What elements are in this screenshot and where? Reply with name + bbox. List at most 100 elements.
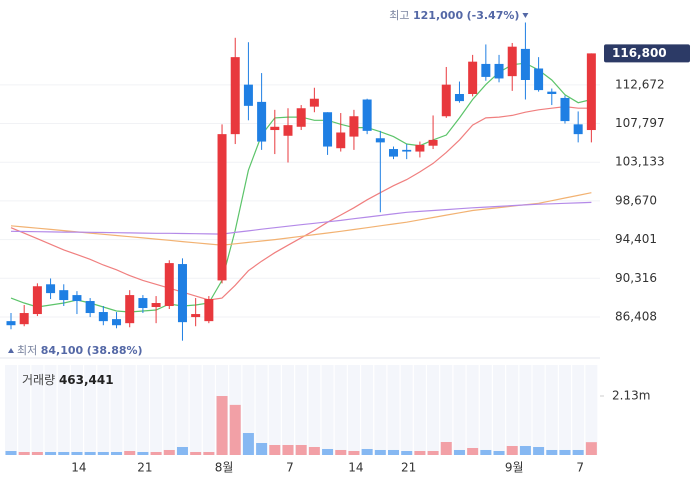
volume-column <box>44 365 57 455</box>
x-tick-label: 21 <box>137 461 152 475</box>
candle-body <box>138 298 148 309</box>
volume-bar <box>308 446 320 455</box>
volume-bar <box>506 446 518 455</box>
volume-bar <box>31 452 43 455</box>
volume-bar <box>190 452 202 455</box>
volume-column <box>150 365 163 455</box>
volume-bar <box>176 446 188 455</box>
volume-bar <box>572 449 584 455</box>
volume-column <box>18 365 31 455</box>
volume-column <box>31 365 44 455</box>
candle-body <box>349 116 359 137</box>
volume-bars <box>5 396 597 455</box>
volume-column <box>202 365 215 455</box>
low-label: 최저 <box>17 344 37 357</box>
x-tick-label: 8월 <box>215 461 234 475</box>
volume-bar <box>585 442 597 455</box>
volume-column <box>334 365 347 455</box>
moving-average-line <box>10 192 592 246</box>
x-tick-label: 7 <box>286 461 294 475</box>
volume-bar <box>97 452 109 455</box>
candle-body <box>375 138 385 143</box>
volume-bar <box>559 449 571 455</box>
volume-bar <box>58 452 70 455</box>
volume-column <box>295 365 308 455</box>
volume-bar <box>467 447 479 455</box>
volume-bar <box>256 443 268 455</box>
volume-column <box>255 365 268 455</box>
volume-column <box>136 365 149 455</box>
y-tick-label: 112,672 <box>615 77 665 91</box>
candle-body <box>112 319 122 326</box>
volume-title: 거래량 <box>22 373 55 387</box>
volume-column <box>361 365 374 455</box>
volume-column <box>427 365 440 455</box>
candle-body <box>323 112 333 147</box>
candle-body <box>32 286 42 315</box>
high-annotation: 최고 121,000 (-3.47%) <box>389 9 519 22</box>
volume-bar <box>533 446 545 455</box>
volume-bar <box>374 449 386 455</box>
volume-column <box>466 365 479 455</box>
volume-column <box>163 365 176 455</box>
y-tick-label: 94,401 <box>615 232 657 246</box>
current-price-tag <box>604 44 690 63</box>
volume-column <box>97 365 110 455</box>
candle-body <box>72 295 82 302</box>
volume-bar <box>440 442 452 455</box>
candle-body <box>336 132 346 149</box>
volume-bar <box>401 451 413 455</box>
volume-bar <box>163 449 175 455</box>
volume-bar <box>427 451 439 455</box>
volume-bar <box>322 448 334 455</box>
candle-body <box>441 84 451 117</box>
volume-tick-label: 2.13m <box>612 389 650 403</box>
x-tick-label: 14 <box>348 461 363 475</box>
moving-average-line <box>10 201 592 235</box>
candle-body <box>6 321 16 326</box>
candle-body <box>85 301 95 314</box>
y-tick-label: 86,408 <box>615 309 657 323</box>
volume-column <box>268 365 281 455</box>
volume-bar <box>335 449 347 455</box>
volume-column <box>532 365 545 455</box>
candle-body <box>230 57 240 135</box>
volume-column <box>242 365 255 455</box>
candle-body <box>46 284 56 294</box>
low-value: 84,100 <box>41 344 84 357</box>
candle-body <box>204 299 214 322</box>
volume-bar <box>546 449 558 455</box>
candle-body <box>428 139 438 146</box>
high-label: 최고 <box>389 9 409 22</box>
y-tick-label: 107,797 <box>615 116 665 130</box>
volume-column <box>84 365 97 455</box>
volume-column <box>479 365 492 455</box>
volume-bar <box>295 445 307 455</box>
volume-column <box>545 365 558 455</box>
candle-body <box>177 264 187 323</box>
volume-header: 거래량 463,441 <box>22 373 114 387</box>
volume-background <box>5 365 598 455</box>
volume-column <box>374 365 387 455</box>
volume-bar <box>361 448 373 455</box>
candle-body <box>573 124 583 135</box>
volume-column <box>506 365 519 455</box>
volume-column <box>413 365 426 455</box>
volume-bar <box>124 451 136 455</box>
candle-body <box>547 91 557 95</box>
current-price-label: 116,800 <box>612 46 667 60</box>
volume-bar <box>84 452 96 455</box>
candle-body <box>481 63 491 77</box>
volume-bar <box>18 452 30 455</box>
volume-bar <box>242 433 254 455</box>
volume-bar <box>453 449 465 455</box>
candle-body <box>468 61 478 95</box>
candle-body <box>415 144 425 152</box>
candle-body <box>586 53 596 131</box>
volume-column <box>189 365 202 455</box>
candle-body <box>507 46 517 77</box>
low-annotation: 최저 84,100 (38.88%) <box>17 344 143 357</box>
volume-column <box>5 365 17 455</box>
volume-column <box>493 365 506 455</box>
volume-bar <box>493 451 505 455</box>
